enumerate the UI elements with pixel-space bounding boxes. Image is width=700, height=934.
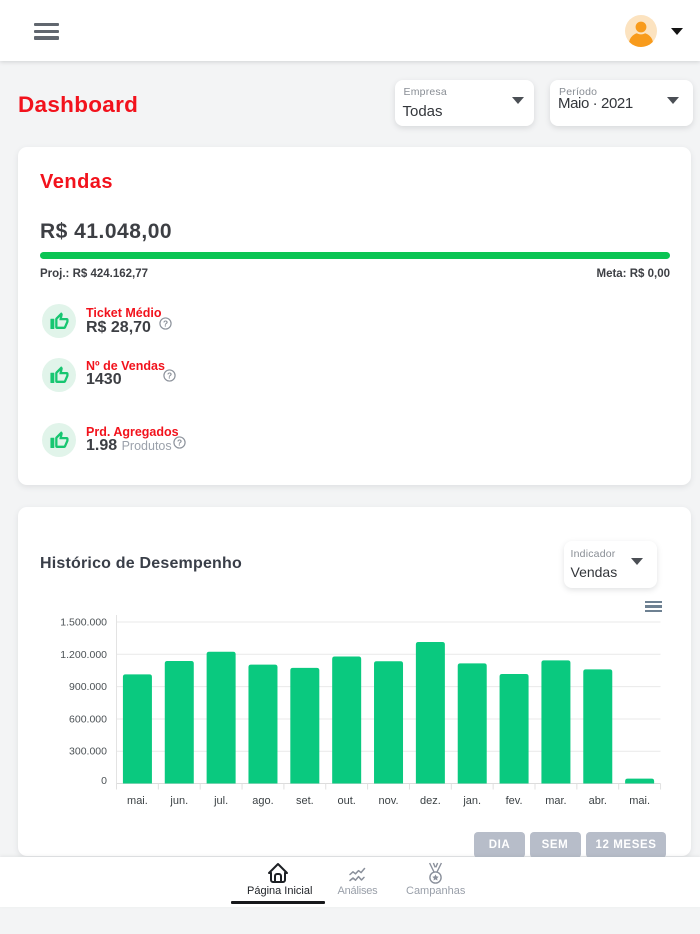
svg-text:600.000: 600.000 [69,713,107,725]
svg-text:mai.: mai. [629,795,650,807]
svg-text:ago.: ago. [252,795,273,807]
svg-text:dez.: dez. [420,795,441,807]
svg-text:out.: out. [337,795,355,807]
svg-text:?: ? [177,437,182,447]
svg-text:0: 0 [101,775,107,787]
svg-text:?: ? [163,318,168,328]
svg-text:fev.: fev. [506,795,523,807]
svg-text:1.500.000: 1.500.000 [60,617,107,629]
svg-text:jun.: jun. [169,795,188,807]
svg-text:mar.: mar. [545,795,566,807]
svg-text:300.000: 300.000 [69,746,107,758]
svg-text:900.000: 900.000 [69,681,107,693]
svg-text:nov.: nov. [379,795,399,807]
svg-text:mai.: mai. [127,795,148,807]
svg-text:?: ? [167,370,172,380]
svg-text:jul.: jul. [213,795,228,807]
svg-text:abr.: abr. [589,795,607,807]
svg-text:set.: set. [296,795,314,807]
svg-text:jan.: jan. [462,795,481,807]
svg-text:1.200.000: 1.200.000 [60,649,107,661]
